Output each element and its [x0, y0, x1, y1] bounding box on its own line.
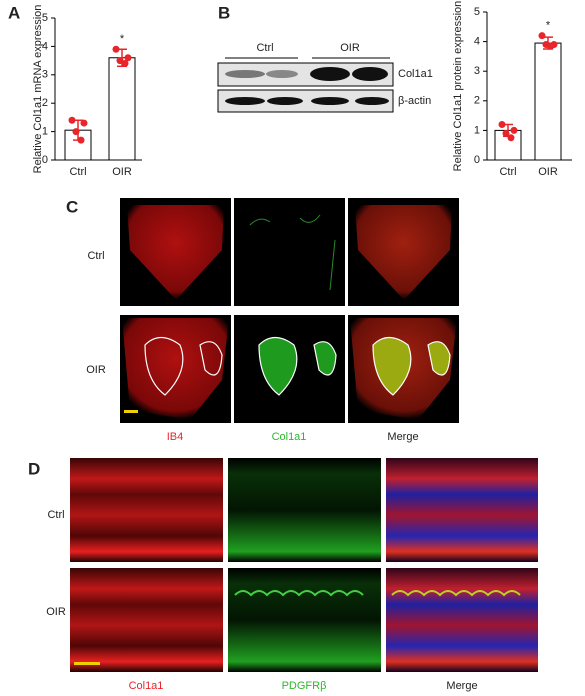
column-label: Merge	[446, 680, 477, 692]
row-label: Ctrl	[87, 250, 104, 262]
y-tick-label: 5	[474, 6, 480, 18]
data-point	[72, 128, 80, 136]
image	[70, 568, 223, 672]
panel-label: A	[8, 3, 20, 22]
data-point	[124, 54, 132, 62]
row-label: OIR	[86, 364, 106, 376]
vessel	[249, 214, 336, 291]
data-point	[538, 32, 546, 40]
scale-bar	[74, 662, 100, 665]
panel-label: C	[66, 197, 78, 216]
scale-bar	[124, 410, 138, 413]
data-point	[547, 42, 555, 50]
image	[228, 568, 381, 672]
image	[228, 458, 381, 562]
column-label: Col1a1	[129, 680, 164, 692]
y-tick-label: 4	[42, 40, 48, 52]
x-tick-label: OIR	[538, 166, 558, 178]
western-blot: Ctrl OIR Col1a1 β-actin	[217, 42, 433, 113]
y-tick-label: 3	[474, 65, 480, 77]
band	[266, 70, 298, 78]
y-tick-label: 1	[474, 124, 480, 136]
image	[386, 458, 538, 562]
outline	[144, 336, 223, 396]
data-point	[502, 129, 510, 137]
data-point	[510, 126, 518, 134]
band	[310, 67, 350, 81]
blot-group: Ctrl	[256, 42, 273, 54]
blot-group: OIR	[340, 42, 360, 54]
image	[234, 198, 345, 306]
y-tick-label: 2	[42, 97, 48, 109]
x-tick-label: Ctrl	[69, 166, 86, 178]
data-point	[112, 45, 120, 53]
y-tick-label: 5	[42, 12, 48, 24]
data-point	[77, 136, 85, 144]
y-tick-label: 2	[474, 95, 480, 107]
bar	[108, 57, 136, 161]
band	[225, 70, 265, 78]
x-tick-label: Ctrl	[499, 166, 516, 178]
image	[70, 458, 223, 562]
image	[386, 568, 538, 672]
data-point	[121, 59, 129, 67]
y-tick-label: 3	[42, 69, 48, 81]
data-point	[80, 119, 88, 127]
band	[311, 97, 349, 105]
band	[225, 97, 265, 105]
band	[352, 67, 388, 81]
column-label: Merge	[387, 431, 418, 443]
row-label: Ctrl	[47, 509, 64, 521]
blot-row: β-actin	[398, 95, 431, 107]
outline	[258, 336, 337, 396]
row-label: OIR	[46, 606, 66, 618]
retina	[127, 205, 224, 300]
y-tick-label: 0	[474, 154, 480, 166]
blot-strip	[217, 62, 394, 87]
band	[267, 97, 303, 105]
y-axis-label: Relative Col1a1 mRNA expression	[32, 5, 44, 174]
y-axis-label: Relative Col1a1 protein expression	[452, 1, 464, 172]
bar	[534, 42, 562, 161]
blot-row: Col1a1	[398, 68, 433, 80]
panel-label: B	[218, 3, 230, 22]
column-label: IB4	[167, 431, 184, 443]
pericytes	[234, 590, 364, 597]
y-tick-label: 4	[474, 36, 480, 48]
annotation: *	[120, 33, 125, 45]
panel-label: D	[28, 459, 40, 478]
data-point	[507, 134, 515, 142]
band	[355, 97, 389, 105]
data-point	[68, 116, 76, 124]
y-tick-label: 0	[42, 154, 48, 166]
retina	[355, 205, 452, 300]
outline	[372, 336, 451, 396]
blot-strip	[217, 89, 394, 113]
column-label: PDGFRβ	[282, 680, 327, 692]
panel-c-images	[120, 198, 459, 423]
panel-d-images	[70, 458, 538, 672]
annotation: *	[546, 20, 551, 32]
x-tick-label: OIR	[112, 166, 132, 178]
y-tick-label: 1	[42, 126, 48, 138]
pericytes	[391, 590, 521, 597]
column-label: Col1a1	[272, 431, 307, 443]
data-point	[498, 120, 506, 128]
